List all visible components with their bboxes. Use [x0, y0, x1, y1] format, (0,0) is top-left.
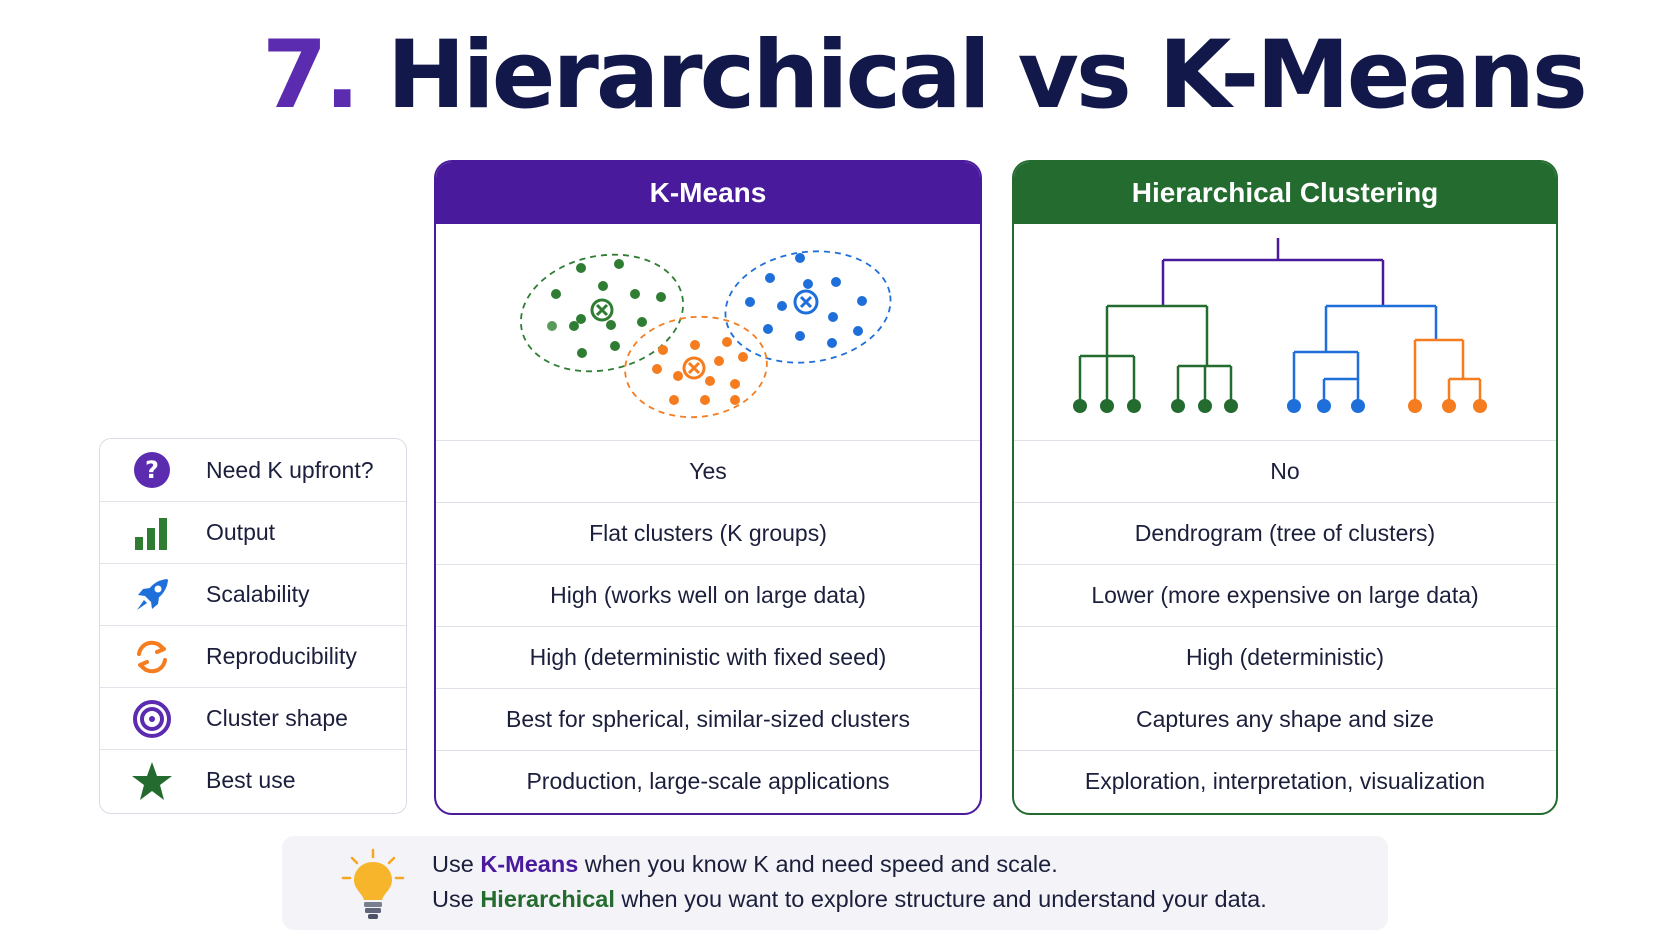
hierarchical-cell-scalability: Lower (more expensive on large data) [1014, 564, 1556, 626]
question-circle-icon: ? [130, 448, 174, 492]
star-icon [130, 759, 174, 803]
tip-line-1: Use K-Means when you know K and need spe… [432, 851, 1058, 878]
dendrogram-icon [1073, 238, 1487, 413]
hierarchical-cell-output: Dendrogram (tree of clusters) [1014, 502, 1556, 564]
kmeans-header: K-Means [436, 162, 980, 224]
tip-highlight-hierarchical: Hierarchical [480, 886, 615, 912]
criteria-row-output: Output [100, 501, 406, 563]
tip-text: when you know K and need speed and scale… [578, 851, 1058, 877]
criteria-label: Output [206, 519, 276, 545]
cluster-scatter-icon [520, 250, 892, 419]
kmeans-column: K-Means [434, 160, 982, 815]
kmeans-illustration [436, 224, 980, 440]
criteria-label: Best use [206, 767, 296, 793]
tip-line-2: Use Hierarchical when you want to explor… [432, 886, 1267, 913]
criteria-row-cluster-shape: Cluster shape [100, 687, 406, 749]
rocket-icon [130, 573, 174, 617]
tip-highlight-kmeans: K-Means [480, 851, 579, 877]
kmeans-cell-best-use: Production, large-scale applications [436, 750, 980, 812]
refresh-arrows-icon [130, 635, 174, 679]
kmeans-cell-need-k: Yes [436, 440, 980, 502]
kmeans-cell-output: Flat clusters (K groups) [436, 502, 980, 564]
criteria-row-scalability: Scalability [100, 563, 406, 625]
lightbulb-icon [340, 848, 406, 922]
criteria-row-need-k: ? Need K upfront? [100, 439, 406, 501]
criteria-row-best-use: Best use [100, 749, 406, 811]
bar-chart-icon [130, 511, 174, 555]
kmeans-cell-cluster-shape: Best for spherical, similar-sized cluste… [436, 688, 980, 750]
target-icon [130, 697, 174, 741]
kmeans-cell-reproducibility: High (deterministic with fixed seed) [436, 626, 980, 688]
hierarchical-cell-need-k: No [1014, 440, 1556, 502]
tip-text: when you want to explore structure and u… [614, 886, 1267, 912]
kmeans-cell-scalability: High (works well on large data) [436, 564, 980, 626]
title-text: Hierarchical vs K-Means [386, 21, 1588, 130]
criteria-label: Scalability [206, 581, 310, 607]
hierarchical-cell-cluster-shape: Captures any shape and size [1014, 688, 1556, 750]
hierarchical-illustration [1014, 224, 1556, 440]
hierarchical-cell-best-use: Exploration, interpretation, visualizati… [1014, 750, 1556, 812]
tip-text: Use [432, 886, 481, 912]
criteria-label: Need K upfront? [206, 456, 374, 483]
page-title: 7. Hierarchical vs K-Means [262, 21, 1588, 130]
criteria-label: Cluster shape [206, 705, 348, 731]
hierarchical-column: Hierarchical Clustering [1012, 160, 1558, 815]
criteria-panel: ? Need K upfront? Output Scalability [99, 438, 407, 814]
hierarchical-header: Hierarchical Clustering [1014, 162, 1556, 224]
criteria-row-reproducibility: Reproducibility [100, 625, 406, 687]
svg-text:?: ? [145, 456, 159, 484]
title-number: 7. [262, 21, 360, 130]
hierarchical-cell-reproducibility: High (deterministic) [1014, 626, 1556, 688]
criteria-label: Reproducibility [206, 643, 357, 669]
tip-box: Use K-Means when you know K and need spe… [282, 836, 1388, 930]
tip-text: Use [432, 851, 481, 877]
